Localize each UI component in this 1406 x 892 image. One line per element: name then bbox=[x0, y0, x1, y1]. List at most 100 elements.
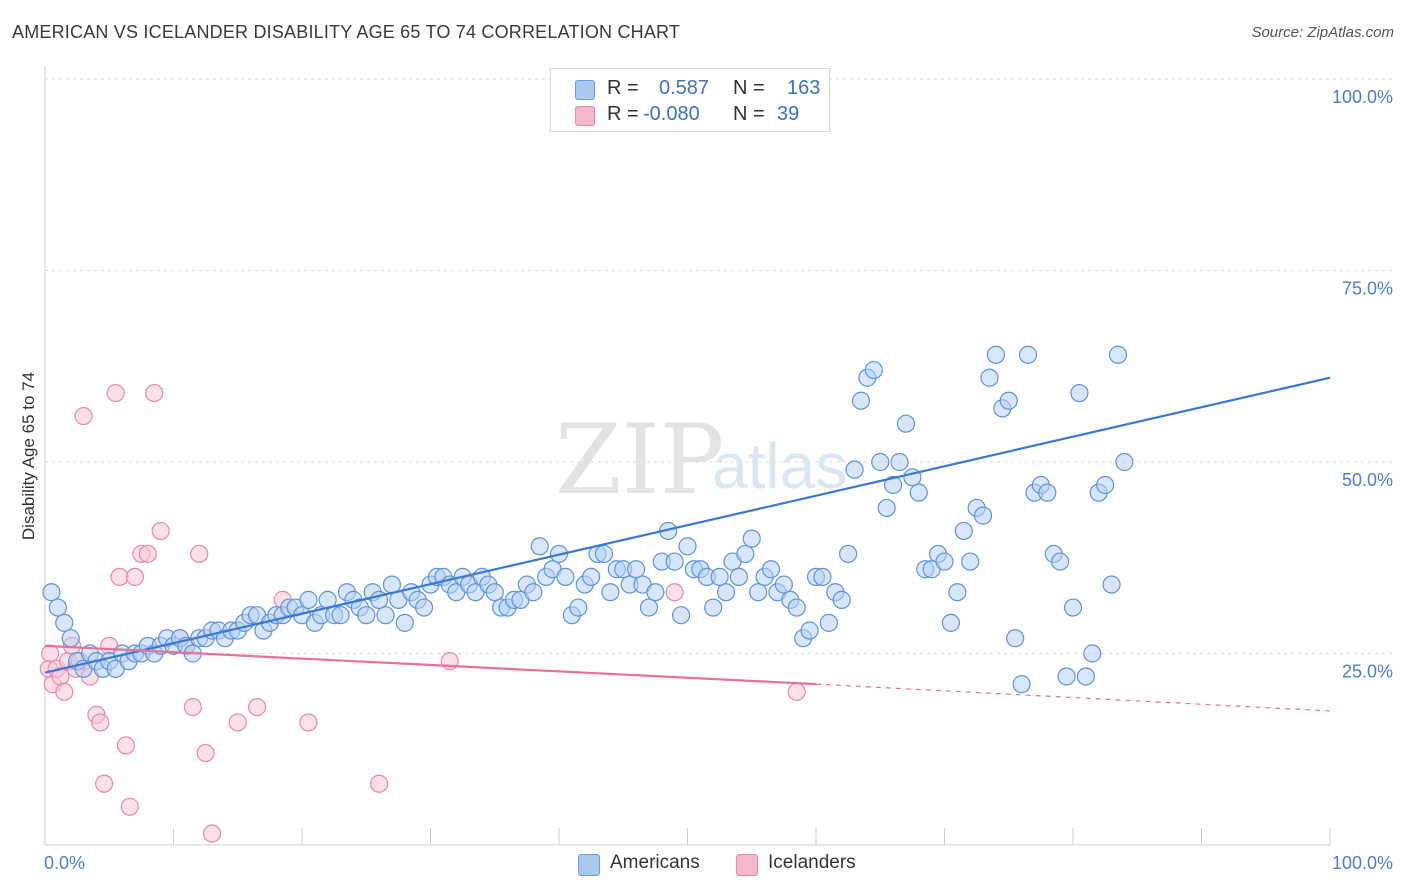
american-point bbox=[729, 567, 749, 587]
american-point bbox=[1063, 598, 1083, 617]
icelander-point bbox=[228, 713, 247, 732]
icelander-point bbox=[125, 567, 145, 587]
watermark-zip: ZIP bbox=[555, 404, 724, 516]
american-point bbox=[61, 629, 80, 648]
icelander-point bbox=[196, 743, 215, 763]
legend-n-label: N = bbox=[733, 77, 765, 99]
icelander-point bbox=[202, 824, 222, 843]
legend-swatch-icelanders bbox=[575, 106, 595, 126]
legend-r-label: R = bbox=[607, 103, 639, 125]
legend-swatch-americans bbox=[575, 80, 595, 100]
american-point bbox=[948, 583, 967, 602]
american-point bbox=[877, 498, 896, 518]
american-point bbox=[961, 552, 980, 571]
american-point bbox=[909, 483, 928, 502]
american-point bbox=[954, 521, 973, 541]
american-point bbox=[845, 460, 864, 479]
legend-row-icelanders: R = -0.080 N = 39 bbox=[551, 103, 829, 127]
icelander-point bbox=[106, 383, 125, 403]
american-point bbox=[594, 544, 614, 564]
american-point bbox=[890, 452, 909, 472]
american-point bbox=[299, 590, 318, 609]
x-tick-label: 0.0% bbox=[44, 853, 85, 873]
american-point bbox=[556, 567, 575, 587]
american-point bbox=[883, 475, 903, 495]
chart-title: AMERICAN VS ICELANDER DISABILITY AGE 65 … bbox=[12, 22, 681, 42]
y-axis-label: Disability Age 65 to 74 bbox=[19, 372, 38, 540]
american-point bbox=[896, 414, 916, 433]
legend-r-label: R = bbox=[607, 77, 639, 99]
legend-r-value: 0.587 bbox=[659, 77, 710, 99]
legend-row-americans: R = 0.587 N = 163 bbox=[551, 77, 829, 101]
legend-n-value: 163 bbox=[787, 77, 821, 99]
american-point bbox=[1096, 475, 1115, 495]
legend-n-value: 39 bbox=[777, 103, 800, 125]
american-point bbox=[376, 606, 395, 625]
american-point bbox=[1108, 345, 1128, 364]
american-point bbox=[665, 552, 684, 571]
american-point bbox=[524, 583, 543, 602]
american-point bbox=[1038, 483, 1057, 502]
american-point bbox=[800, 621, 819, 640]
american-point bbox=[582, 567, 601, 587]
icelander-point bbox=[190, 544, 209, 564]
icelander-point bbox=[151, 521, 170, 541]
american-point bbox=[569, 598, 588, 617]
american-point bbox=[1006, 629, 1025, 648]
american-point bbox=[839, 544, 858, 564]
watermark-atlas: atlas bbox=[712, 430, 847, 502]
american-point bbox=[1115, 452, 1134, 472]
american-point bbox=[999, 391, 1018, 410]
american-point bbox=[395, 613, 414, 632]
icelanders-swatch bbox=[736, 854, 758, 876]
icelander-point bbox=[55, 682, 74, 701]
icelander-point bbox=[183, 698, 202, 717]
icelander-point bbox=[95, 774, 114, 793]
american-point bbox=[986, 345, 1006, 364]
x-tick-label: 100.0% bbox=[1332, 853, 1393, 873]
american-point bbox=[678, 537, 697, 556]
icelanders-trendline-extension bbox=[815, 683, 1331, 712]
american-point bbox=[357, 606, 376, 625]
american-point bbox=[382, 575, 402, 594]
icelanders-label: Icelanders bbox=[768, 852, 856, 873]
american-point bbox=[832, 590, 851, 609]
legend-r-value: -0.080 bbox=[643, 103, 700, 125]
icelander-point bbox=[299, 713, 318, 732]
american-point bbox=[1070, 383, 1089, 403]
icelander-point bbox=[110, 567, 129, 587]
american-point bbox=[530, 537, 549, 556]
american-point bbox=[864, 360, 883, 380]
american-point bbox=[1102, 575, 1121, 594]
americans-trendline bbox=[44, 376, 1331, 674]
american-point bbox=[601, 583, 620, 602]
icelander-point bbox=[91, 713, 110, 732]
american-point bbox=[774, 575, 793, 594]
icelander-point bbox=[41, 644, 60, 663]
american-point bbox=[1083, 644, 1102, 663]
chart-source: Source: ZipAtlas.com bbox=[1251, 24, 1394, 41]
icelander-point bbox=[74, 406, 93, 426]
correlation-legend: R = 0.587 N = 163 R = -0.080 N = 39 bbox=[550, 68, 830, 132]
icelander-point bbox=[138, 544, 157, 564]
american-point bbox=[42, 583, 61, 602]
icelander-point bbox=[665, 583, 684, 602]
american-point bbox=[851, 391, 871, 410]
american-point bbox=[485, 583, 504, 602]
american-point bbox=[1012, 675, 1031, 694]
american-point bbox=[639, 598, 659, 617]
american-point bbox=[1018, 345, 1038, 364]
american-point bbox=[671, 606, 691, 625]
american-point bbox=[704, 598, 723, 617]
icelander-point bbox=[116, 736, 136, 755]
americans-label: Americans bbox=[610, 852, 700, 873]
american-point bbox=[55, 613, 74, 632]
icelander-point bbox=[370, 774, 389, 793]
icelanders-trendline bbox=[44, 644, 817, 686]
american-point bbox=[1057, 667, 1076, 686]
y-tick-label: 100.0% bbox=[1332, 87, 1393, 107]
american-point bbox=[736, 544, 755, 564]
american-point bbox=[761, 560, 781, 579]
american-point bbox=[48, 598, 67, 617]
